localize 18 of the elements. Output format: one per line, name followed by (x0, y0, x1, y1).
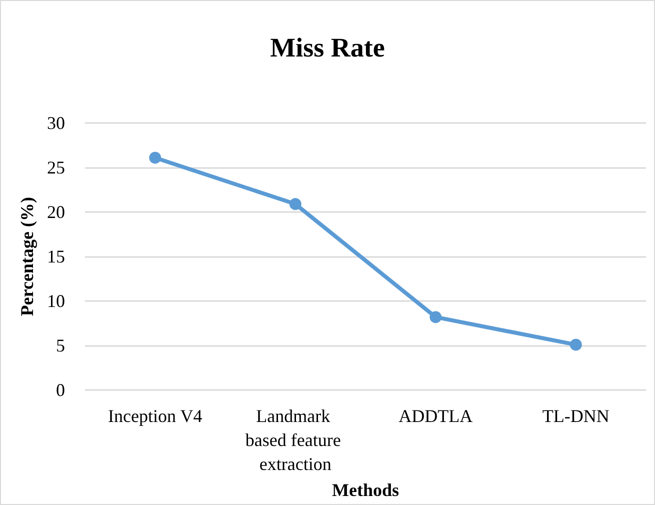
point (570, 338, 582, 351)
point (430, 311, 442, 324)
y-tick-label: 15 (47, 246, 65, 267)
y-tick-label: 30 (47, 113, 65, 133)
y-tick-label: 20 (47, 202, 65, 222)
chart-title: Miss Rate (270, 32, 385, 62)
x-tick-label: Inception V4 (108, 406, 202, 426)
y-axis-title: Percentage (%) (17, 196, 38, 316)
y-tick-label: 5 (56, 336, 65, 356)
x-tick-label: Landmark based feature extraction (245, 406, 346, 474)
x-tick-label: TL-DNN (542, 406, 610, 426)
point (149, 152, 162, 164)
point (289, 198, 302, 210)
x-tick-label: ADDTLA (398, 406, 473, 426)
x-axis-title: Methods (332, 480, 399, 500)
y-tick-label: 10 (47, 291, 65, 312)
y-tick-label: 0 (56, 380, 65, 400)
y-tick-label: 25 (47, 158, 65, 178)
